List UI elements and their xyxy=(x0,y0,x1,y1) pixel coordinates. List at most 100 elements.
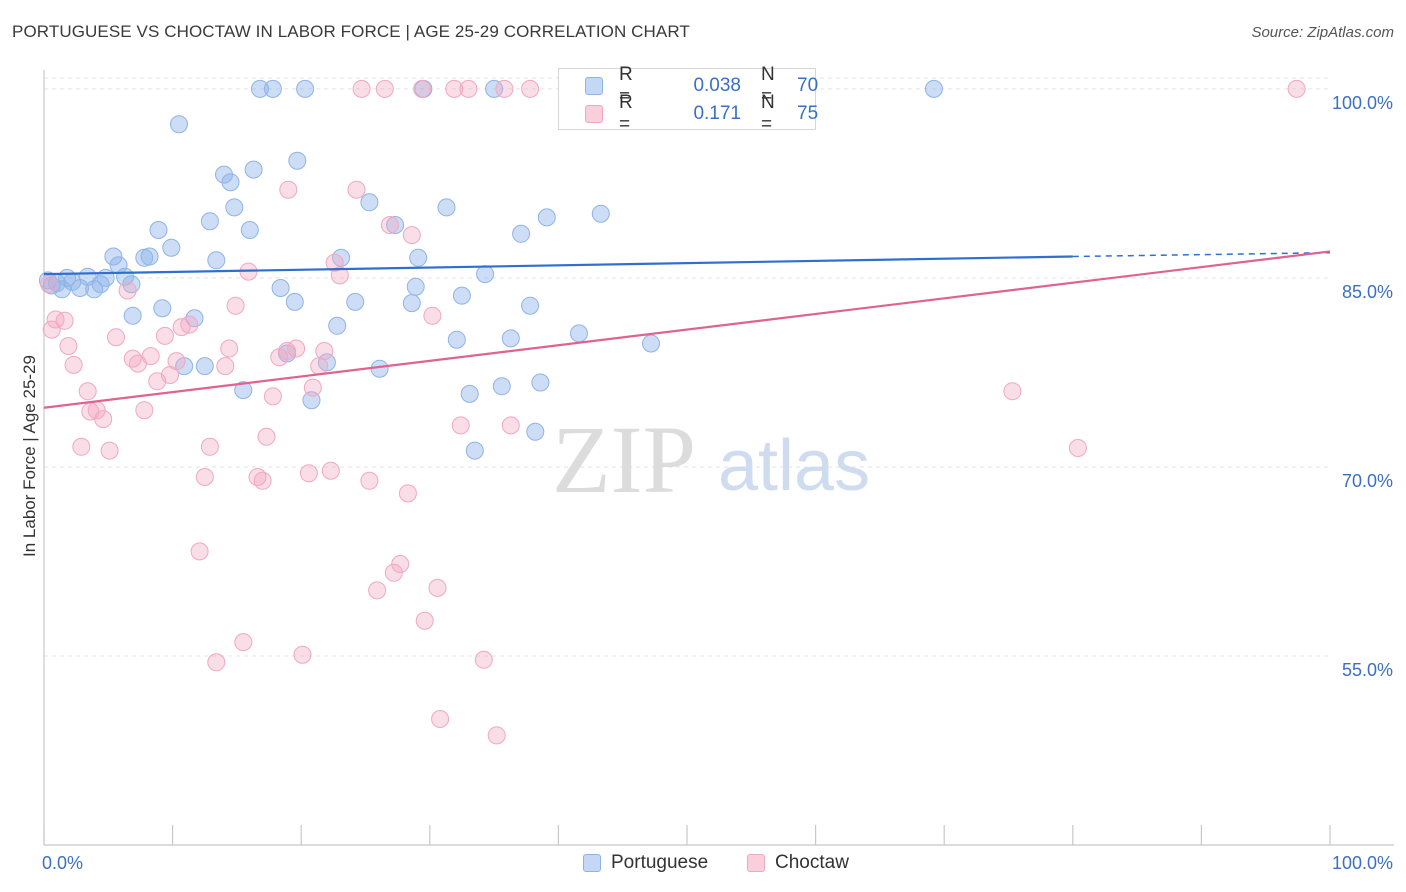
portuguese-point xyxy=(200,212,219,231)
choctaw-point xyxy=(263,387,282,406)
portuguese-point xyxy=(460,384,479,403)
choctaw-point xyxy=(330,266,349,285)
choctaw-point xyxy=(55,311,74,330)
portuguese-point xyxy=(409,248,428,267)
choctaw-point xyxy=(423,306,442,325)
watermark-atlas: atlas xyxy=(718,426,870,506)
choctaw-point xyxy=(226,296,245,315)
choctaw-point xyxy=(428,578,447,597)
choctaw-point xyxy=(402,226,421,245)
legend-label-portuguese: Portuguese xyxy=(611,852,709,873)
portuguese-point xyxy=(360,193,379,212)
n-label: N = xyxy=(761,92,775,135)
portuguese-point xyxy=(271,279,290,297)
watermark-zip: ZIP xyxy=(552,406,696,513)
choctaw-point xyxy=(487,726,506,745)
portuguese-point xyxy=(244,160,263,179)
legend-label-choctaw: Choctaw xyxy=(775,852,849,873)
n-label: N = xyxy=(761,64,775,107)
legend-item-choctaw[interactable]: Choctaw xyxy=(747,852,849,874)
portuguese-point xyxy=(521,296,540,315)
choctaw-point xyxy=(257,427,276,446)
choctaw-point xyxy=(380,216,399,234)
portuguese-point xyxy=(195,357,214,376)
choctaw-swatch xyxy=(747,854,765,872)
portuguese-point xyxy=(153,299,172,318)
choctaw-point xyxy=(64,355,83,374)
portuguese-point xyxy=(263,79,282,98)
y-tick-label: 70.0% xyxy=(1342,471,1393,491)
choctaw-point xyxy=(445,79,464,98)
choctaw-point xyxy=(287,339,306,358)
portuguese-trend-extension xyxy=(1072,251,1331,258)
choctaw-point xyxy=(293,645,312,664)
portuguese-point xyxy=(642,334,660,353)
choctaw-point xyxy=(107,328,125,347)
choctaw-point xyxy=(78,382,97,401)
choctaw-point xyxy=(216,357,235,376)
choctaw-swatch xyxy=(585,105,603,123)
legend-item-portuguese[interactable]: Portuguese xyxy=(583,852,708,874)
chart-title: PORTUGUESE VS CHOCTAW IN LABOR FORCE | A… xyxy=(12,22,690,41)
r-label: R = xyxy=(619,64,633,107)
portuguese-point xyxy=(225,198,244,217)
portuguese-point xyxy=(512,224,531,243)
choctaw-point xyxy=(1003,382,1022,401)
choctaw-point xyxy=(398,484,417,503)
series-legend: Portuguese Choctaw xyxy=(0,852,1406,878)
portuguese-point xyxy=(501,329,520,348)
choctaw-point xyxy=(141,347,160,366)
portuguese-point xyxy=(285,292,304,311)
portuguese-point xyxy=(465,441,484,460)
portuguese-point xyxy=(123,306,142,325)
choctaw-point xyxy=(459,79,478,98)
portuguese-point xyxy=(240,221,259,239)
choctaw-trend-line xyxy=(43,250,1331,409)
choctaw-point xyxy=(303,378,322,397)
n-value: 70 xyxy=(797,75,819,96)
portuguese-point xyxy=(447,330,466,349)
portuguese-point xyxy=(288,151,307,170)
choctaw-point xyxy=(195,468,214,486)
portuguese-point xyxy=(537,208,556,227)
choctaw-point xyxy=(321,461,340,480)
choctaw-point xyxy=(200,437,219,456)
choctaw-point xyxy=(384,563,403,582)
y-tick-label: 55.0% xyxy=(1342,660,1393,680)
choctaw-point xyxy=(315,342,334,360)
portuguese-point xyxy=(402,294,421,313)
choctaw-point xyxy=(118,281,137,300)
choctaw-point xyxy=(135,401,154,420)
choctaw-point xyxy=(375,79,394,98)
choctaw-point xyxy=(1287,79,1306,98)
choctaw-point xyxy=(495,79,514,98)
r-value: 0.038 xyxy=(693,75,741,96)
r-value: 0.171 xyxy=(693,103,741,124)
portuguese-point xyxy=(170,115,188,134)
choctaw-point xyxy=(360,471,379,490)
portuguese-point xyxy=(221,173,240,192)
choctaw-point xyxy=(72,437,91,456)
portuguese-point xyxy=(207,251,226,270)
choctaw-point xyxy=(431,710,450,728)
y-tick-label: 100.0% xyxy=(1332,93,1393,113)
choctaw-point xyxy=(253,471,272,490)
portuguese-point xyxy=(485,79,504,98)
choctaw-point xyxy=(167,352,186,371)
choctaw-point xyxy=(299,464,318,483)
data-points xyxy=(38,79,1306,745)
portuguese-point xyxy=(104,247,123,266)
trend-lines xyxy=(43,250,1331,409)
portuguese-swatch xyxy=(583,854,601,872)
portuguese-point xyxy=(386,216,405,234)
portuguese-point xyxy=(570,324,588,343)
choctaw-point xyxy=(352,79,371,98)
choctaw-point xyxy=(94,410,113,429)
x-tick-label: 0.0% xyxy=(42,853,83,873)
portuguese-point xyxy=(234,381,253,400)
portuguese-trend-line xyxy=(43,255,1073,276)
portuguese-point xyxy=(296,79,315,98)
choctaw-point xyxy=(451,416,470,435)
portuguese-point xyxy=(149,221,168,239)
